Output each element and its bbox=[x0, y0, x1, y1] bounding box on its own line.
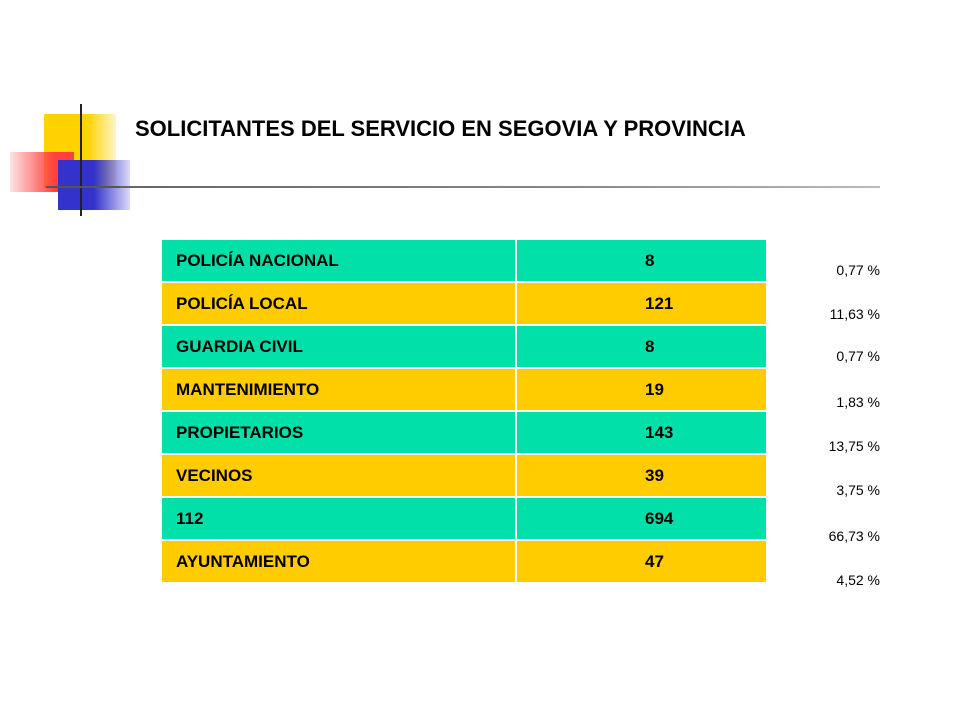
table-row: AYUNTAMIENTO 47 bbox=[160, 539, 768, 584]
table-row: VECINOS 39 bbox=[160, 453, 768, 498]
row-percent: 4,52 % bbox=[836, 572, 880, 588]
blue-square bbox=[58, 160, 130, 210]
row-name: POLICÍA LOCAL bbox=[160, 281, 517, 326]
vertical-line bbox=[80, 104, 82, 216]
title-underline bbox=[120, 186, 880, 188]
row-name: VECINOS bbox=[160, 453, 517, 498]
row-percent: 66,73 % bbox=[828, 528, 880, 544]
horizontal-line bbox=[46, 186, 140, 188]
row-value: 121 bbox=[515, 281, 768, 326]
data-table: POLICÍA NACIONAL 8 POLICÍA LOCAL 121 GUA… bbox=[160, 238, 768, 584]
row-percent: 13,75 % bbox=[828, 438, 880, 454]
row-value: 19 bbox=[515, 367, 768, 412]
row-name: GUARDIA CIVIL bbox=[160, 324, 517, 369]
row-name: AYUNTAMIENTO bbox=[160, 539, 517, 584]
row-name: POLICÍA NACIONAL bbox=[160, 238, 517, 283]
table-row: MANTENIMIENTO 19 bbox=[160, 367, 768, 412]
row-percent: 0,77 % bbox=[836, 262, 880, 278]
row-name: MANTENIMIENTO bbox=[160, 367, 517, 412]
row-value: 8 bbox=[515, 238, 768, 283]
row-name: 112 bbox=[160, 496, 517, 541]
table-row: PROPIETARIOS 143 bbox=[160, 410, 768, 455]
row-value: 47 bbox=[515, 539, 768, 584]
table-row: 112 694 bbox=[160, 496, 768, 541]
row-value: 39 bbox=[515, 453, 768, 498]
row-percent: 11,63 % bbox=[829, 306, 880, 322]
row-name: PROPIETARIOS bbox=[160, 410, 517, 455]
table-row: POLICÍA NACIONAL 8 bbox=[160, 238, 768, 283]
row-percent: 0,77 % bbox=[836, 348, 880, 364]
row-value: 143 bbox=[515, 410, 768, 455]
row-value: 8 bbox=[515, 324, 768, 369]
row-percent: 3,75 % bbox=[836, 482, 880, 498]
page-title: SOLICITANTES DEL SERVICIO EN SEGOVIA Y P… bbox=[135, 116, 746, 141]
table-row: POLICÍA LOCAL 121 bbox=[160, 281, 768, 326]
row-percent: 1,83 % bbox=[836, 394, 880, 410]
row-value: 694 bbox=[515, 496, 768, 541]
decorative-squares-logo bbox=[0, 0, 140, 230]
table-row: GUARDIA CIVIL 8 bbox=[160, 324, 768, 369]
